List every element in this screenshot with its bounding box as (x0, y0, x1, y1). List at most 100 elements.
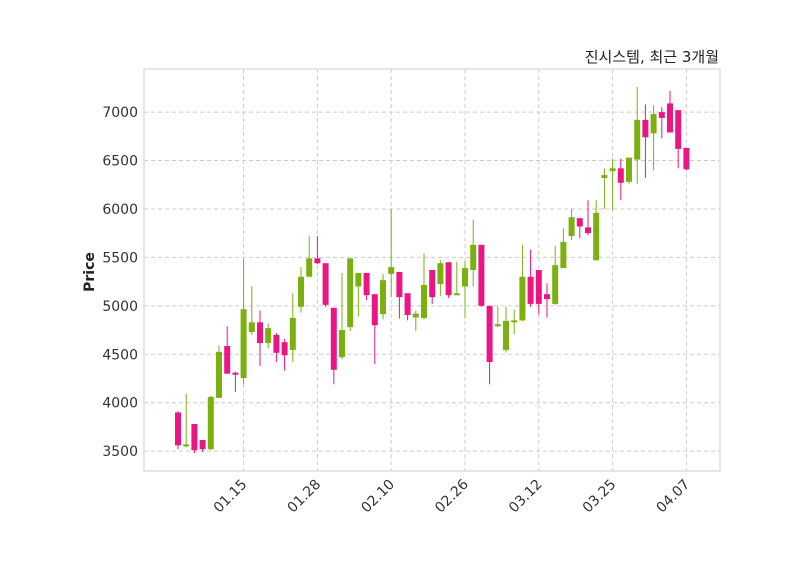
candle-body (232, 372, 239, 375)
candle (544, 283, 550, 318)
candle-body (453, 293, 460, 296)
candle (380, 273, 386, 320)
candle-body (314, 258, 321, 264)
candle (527, 249, 534, 307)
candle (552, 245, 559, 305)
candle (306, 236, 313, 277)
candle (191, 424, 198, 454)
y-tick-label: 6000 (102, 202, 138, 218)
candle (281, 338, 288, 371)
candle-body (667, 103, 673, 133)
candle (232, 371, 239, 393)
candle (363, 272, 370, 301)
candle (593, 200, 600, 261)
candle-body (650, 114, 657, 134)
y-tick-label: 5000 (102, 299, 138, 315)
candle (503, 306, 509, 353)
candle (658, 107, 665, 139)
candle-body (380, 280, 386, 315)
candle-body (306, 258, 313, 277)
candle (486, 305, 493, 385)
candle-body (593, 212, 600, 261)
plot-frame (143, 68, 721, 472)
candle-body (199, 440, 206, 450)
candle (519, 244, 526, 322)
candle (404, 293, 411, 321)
candle-body (330, 307, 337, 370)
chart-title: 진시스템, 최근 3개월 (585, 48, 719, 66)
candle-body (544, 294, 550, 300)
candle (207, 395, 214, 451)
x-tick-label: 02.10 (358, 477, 398, 517)
candle (314, 236, 321, 265)
candle-body (568, 217, 575, 237)
y-tick-label: 7000 (102, 105, 138, 121)
candle-body (371, 294, 378, 326)
candles (175, 86, 690, 454)
y-tick-label: 4000 (102, 396, 138, 412)
y-axis-label: Price (82, 252, 98, 292)
candle (339, 272, 345, 360)
candle-body (683, 147, 690, 170)
candle (453, 262, 460, 296)
candle-body (519, 276, 526, 321)
candle-body (322, 263, 329, 305)
candle (298, 267, 304, 313)
candle (265, 323, 272, 349)
candle-body (601, 175, 608, 178)
candle-body (511, 320, 518, 323)
candle-body (503, 320, 509, 350)
candle-body (363, 272, 370, 296)
candle (617, 158, 624, 201)
candle-body (634, 119, 641, 160)
candle-body (388, 267, 395, 274)
y-tick-label: 3500 (102, 444, 138, 460)
candle (642, 104, 649, 178)
candle (396, 271, 403, 319)
candle-body (355, 272, 362, 287)
candle (626, 157, 632, 184)
candle (535, 270, 542, 315)
candle-body (486, 305, 493, 363)
candle-body (273, 334, 280, 353)
candle (568, 208, 575, 240)
candle (175, 411, 181, 450)
candle (429, 270, 436, 304)
candle-body (240, 309, 247, 379)
y-tick-label: 4500 (102, 347, 138, 363)
candle-body (224, 346, 231, 374)
candle-body (265, 328, 272, 344)
candle (494, 306, 501, 328)
candle (388, 208, 395, 298)
x-tick-label: 02.26 (432, 476, 472, 516)
x-tick-label: 03.25 (580, 477, 620, 517)
candle (199, 440, 206, 453)
x-tick-label: 04.07 (654, 477, 694, 517)
candle (650, 105, 657, 171)
candle (585, 200, 591, 236)
candle-body (191, 424, 198, 451)
candle (462, 261, 468, 319)
candle-body (576, 218, 583, 227)
candle (248, 286, 255, 335)
candle-body (617, 168, 624, 183)
candle-body (347, 258, 354, 328)
candle (683, 147, 690, 171)
candle-body (289, 317, 296, 350)
candle-body (207, 396, 214, 450)
candle (412, 310, 419, 332)
candle-body (445, 262, 452, 296)
candle-body (281, 342, 288, 356)
candle-body (412, 313, 419, 318)
candle (322, 263, 329, 307)
candle (224, 326, 231, 374)
candle (609, 158, 616, 210)
candle (478, 244, 485, 307)
candle-body (339, 330, 345, 358)
candle-body (429, 270, 436, 298)
candle-body (216, 351, 222, 398)
grid-lines (144, 69, 720, 471)
candle-body (298, 276, 304, 307)
candle (576, 218, 583, 239)
